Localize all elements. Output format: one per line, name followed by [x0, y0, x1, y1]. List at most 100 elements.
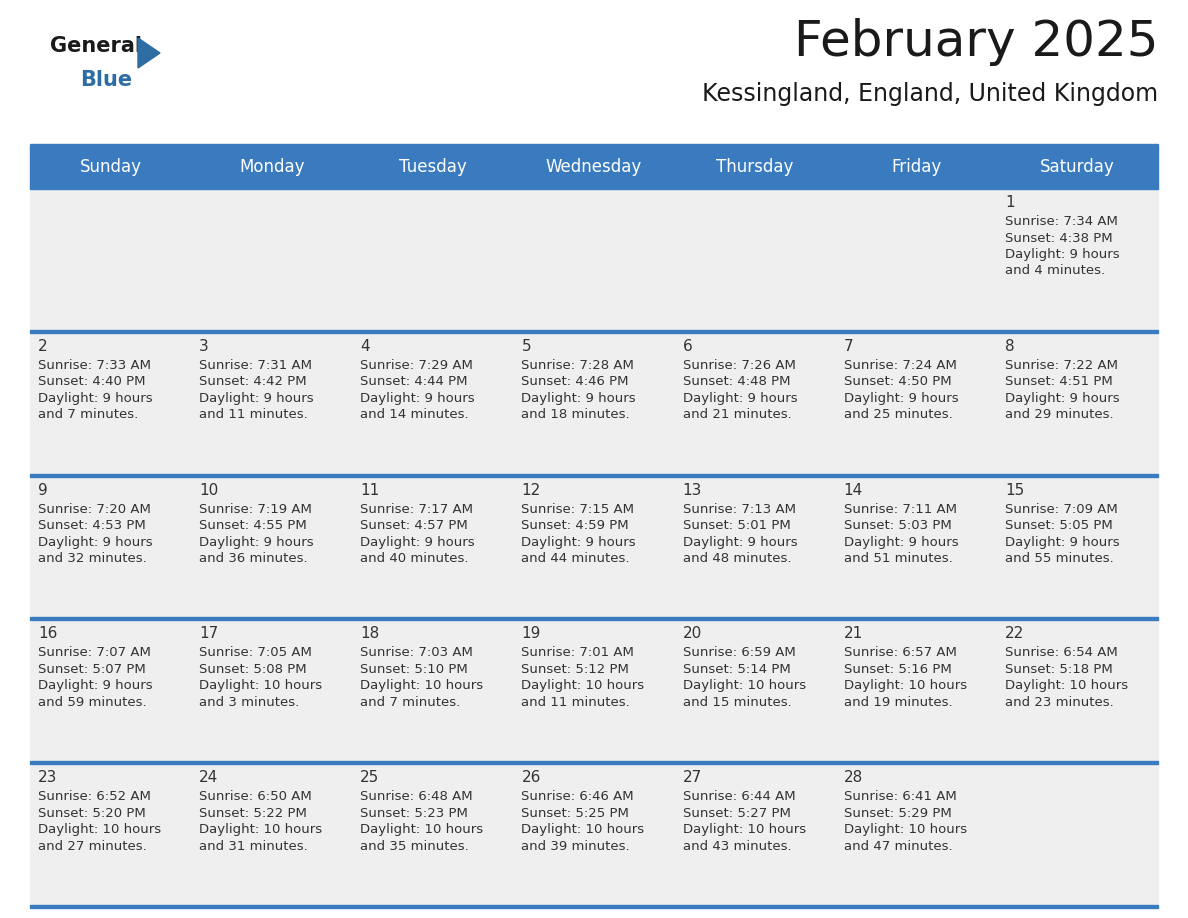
Text: 9: 9	[38, 483, 48, 498]
Text: and 7 minutes.: and 7 minutes.	[360, 696, 461, 709]
Text: Sunset: 4:51 PM: Sunset: 4:51 PM	[1005, 375, 1113, 388]
Bar	[675, 764, 835, 905]
Text: Sunrise: 7:34 AM: Sunrise: 7:34 AM	[1005, 215, 1118, 228]
Text: Daylight: 9 hours: Daylight: 9 hours	[683, 392, 797, 405]
Text: 7: 7	[843, 339, 853, 353]
Text: Daylight: 10 hours: Daylight: 10 hours	[200, 823, 322, 836]
Text: Sunset: 5:25 PM: Sunset: 5:25 PM	[522, 807, 630, 820]
Text: Sunrise: 7:33 AM: Sunrise: 7:33 AM	[38, 359, 151, 372]
Text: Saturday: Saturday	[1040, 158, 1114, 176]
Bar	[513, 189, 675, 330]
Text: Sunrise: 6:48 AM: Sunrise: 6:48 AM	[360, 790, 473, 803]
Text: Sunrise: 6:57 AM: Sunrise: 6:57 AM	[843, 646, 956, 659]
Bar	[675, 333, 835, 474]
Text: Daylight: 9 hours: Daylight: 9 hours	[843, 535, 959, 549]
Text: 15: 15	[1005, 483, 1024, 498]
Text: 22: 22	[1005, 626, 1024, 642]
Text: Daylight: 9 hours: Daylight: 9 hours	[683, 535, 797, 549]
Text: and 29 minutes.: and 29 minutes.	[1005, 409, 1113, 421]
Text: Sunset: 4:42 PM: Sunset: 4:42 PM	[200, 375, 307, 388]
Bar	[997, 189, 1158, 330]
Text: 3: 3	[200, 339, 209, 353]
Bar	[353, 333, 513, 474]
Text: Daylight: 10 hours: Daylight: 10 hours	[360, 823, 484, 836]
Text: Daylight: 9 hours: Daylight: 9 hours	[1005, 392, 1119, 405]
Text: 24: 24	[200, 770, 219, 785]
Text: 8: 8	[1005, 339, 1015, 353]
Bar	[835, 764, 997, 905]
Text: Sunset: 5:03 PM: Sunset: 5:03 PM	[843, 519, 952, 532]
Text: Sunset: 5:05 PM: Sunset: 5:05 PM	[1005, 519, 1113, 532]
Text: Sunrise: 6:54 AM: Sunrise: 6:54 AM	[1005, 646, 1118, 659]
Text: Sunrise: 7:09 AM: Sunrise: 7:09 AM	[1005, 502, 1118, 516]
Bar	[30, 144, 1158, 149]
Text: Daylight: 10 hours: Daylight: 10 hours	[522, 679, 645, 692]
Bar	[30, 764, 191, 905]
Polygon shape	[138, 38, 160, 68]
Text: Sunrise: 7:26 AM: Sunrise: 7:26 AM	[683, 359, 796, 372]
Bar	[513, 764, 675, 905]
Text: Sunset: 4:57 PM: Sunset: 4:57 PM	[360, 519, 468, 532]
Text: Sunset: 4:50 PM: Sunset: 4:50 PM	[843, 375, 952, 388]
Text: Sunset: 4:59 PM: Sunset: 4:59 PM	[522, 519, 630, 532]
Text: Sunday: Sunday	[80, 158, 141, 176]
Text: Daylight: 9 hours: Daylight: 9 hours	[200, 392, 314, 405]
Text: 23: 23	[38, 770, 57, 785]
Text: Sunrise: 7:29 AM: Sunrise: 7:29 AM	[360, 359, 473, 372]
Text: and 47 minutes.: and 47 minutes.	[843, 840, 953, 853]
Text: 6: 6	[683, 339, 693, 353]
Text: Sunrise: 7:24 AM: Sunrise: 7:24 AM	[843, 359, 956, 372]
Text: February 2025: February 2025	[794, 18, 1158, 66]
Text: Sunset: 5:01 PM: Sunset: 5:01 PM	[683, 519, 790, 532]
Bar	[30, 905, 1158, 908]
Text: and 35 minutes.: and 35 minutes.	[360, 840, 469, 853]
Text: Sunrise: 7:07 AM: Sunrise: 7:07 AM	[38, 646, 151, 659]
Bar	[30, 621, 191, 761]
Bar	[30, 330, 1158, 333]
Text: Sunrise: 7:31 AM: Sunrise: 7:31 AM	[200, 359, 312, 372]
Bar	[513, 621, 675, 761]
Text: Sunset: 5:18 PM: Sunset: 5:18 PM	[1005, 663, 1113, 676]
Bar	[513, 333, 675, 474]
Text: Daylight: 10 hours: Daylight: 10 hours	[200, 679, 322, 692]
Text: 21: 21	[843, 626, 862, 642]
Text: Monday: Monday	[239, 158, 304, 176]
Text: 12: 12	[522, 483, 541, 498]
Bar	[997, 476, 1158, 618]
Text: 28: 28	[843, 770, 862, 785]
Bar	[353, 764, 513, 905]
Bar	[191, 189, 353, 330]
Text: and 31 minutes.: and 31 minutes.	[200, 840, 308, 853]
Text: Sunrise: 6:52 AM: Sunrise: 6:52 AM	[38, 790, 151, 803]
Text: Sunrise: 7:13 AM: Sunrise: 7:13 AM	[683, 502, 796, 516]
Text: Sunrise: 6:44 AM: Sunrise: 6:44 AM	[683, 790, 795, 803]
Text: Sunrise: 7:01 AM: Sunrise: 7:01 AM	[522, 646, 634, 659]
Text: Daylight: 9 hours: Daylight: 9 hours	[1005, 535, 1119, 549]
Text: Sunrise: 7:20 AM: Sunrise: 7:20 AM	[38, 502, 151, 516]
Text: 19: 19	[522, 626, 541, 642]
Text: Sunset: 5:23 PM: Sunset: 5:23 PM	[360, 807, 468, 820]
Text: and 4 minutes.: and 4 minutes.	[1005, 264, 1105, 277]
Text: Sunrise: 7:15 AM: Sunrise: 7:15 AM	[522, 502, 634, 516]
Text: Sunrise: 7:19 AM: Sunrise: 7:19 AM	[200, 502, 312, 516]
Bar	[353, 476, 513, 618]
Text: Sunset: 5:10 PM: Sunset: 5:10 PM	[360, 663, 468, 676]
Text: Sunset: 5:12 PM: Sunset: 5:12 PM	[522, 663, 630, 676]
Bar	[675, 189, 835, 330]
Text: Sunset: 5:27 PM: Sunset: 5:27 PM	[683, 807, 790, 820]
Text: Sunset: 5:08 PM: Sunset: 5:08 PM	[200, 663, 307, 676]
Text: Sunrise: 7:03 AM: Sunrise: 7:03 AM	[360, 646, 473, 659]
Text: Daylight: 9 hours: Daylight: 9 hours	[1005, 248, 1119, 261]
Text: Blue: Blue	[80, 70, 132, 90]
Text: Daylight: 9 hours: Daylight: 9 hours	[38, 392, 152, 405]
Bar	[997, 764, 1158, 905]
Bar	[30, 761, 1158, 764]
Text: 27: 27	[683, 770, 702, 785]
Text: 10: 10	[200, 483, 219, 498]
Text: Sunset: 4:38 PM: Sunset: 4:38 PM	[1005, 231, 1112, 244]
Text: Sunrise: 6:59 AM: Sunrise: 6:59 AM	[683, 646, 795, 659]
Text: and 19 minutes.: and 19 minutes.	[843, 696, 953, 709]
Text: Sunset: 5:16 PM: Sunset: 5:16 PM	[843, 663, 952, 676]
Bar	[30, 333, 191, 474]
Text: 17: 17	[200, 626, 219, 642]
